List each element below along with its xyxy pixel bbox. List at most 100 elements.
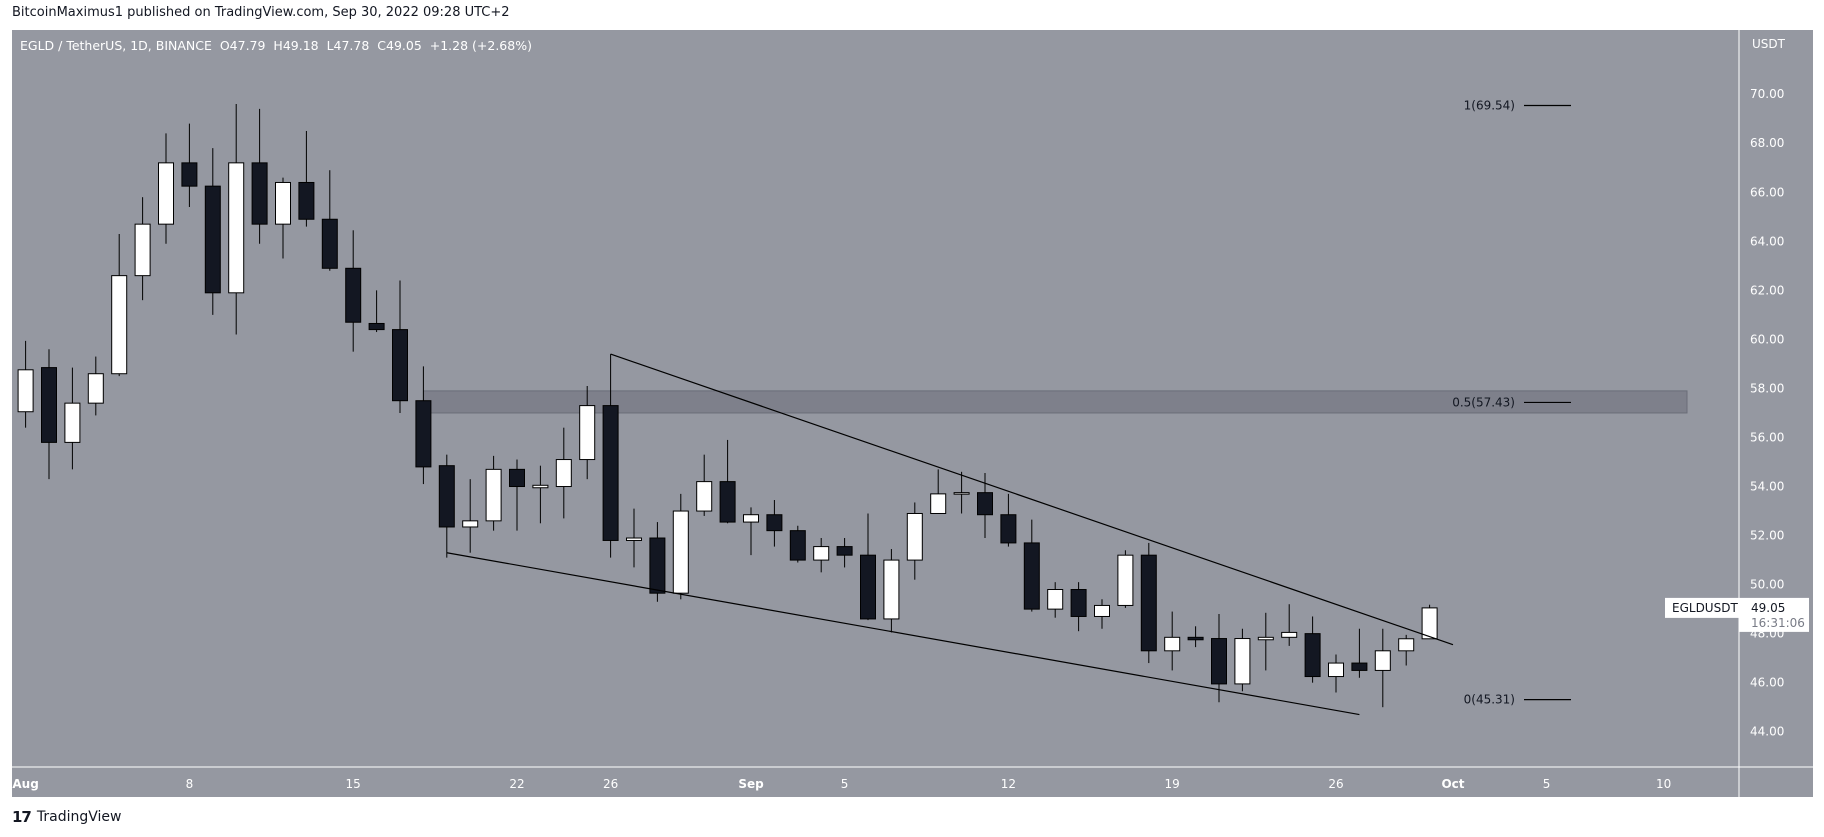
time-tick-label: 15 (346, 777, 361, 791)
tradingview-brand[interactable]: 17 TradingView (12, 808, 121, 826)
candle-up (462, 520, 479, 528)
candle-down (836, 546, 853, 556)
chart-background (12, 30, 1813, 797)
upper-wedge-line[interactable] (610, 353, 1454, 646)
price-tick-label: 66.00 (1750, 185, 1784, 199)
candle-down (1211, 638, 1227, 685)
time-tick-label: 8 (186, 777, 194, 791)
candle-up (1094, 604, 1110, 617)
candle-up (579, 405, 596, 461)
candle-down (789, 530, 806, 561)
candle-up (1328, 662, 1344, 678)
candle-up (1164, 636, 1181, 652)
time-tick-label: 22 (509, 777, 524, 791)
time-tick-label: 12 (1001, 777, 1016, 791)
candle-down (977, 492, 993, 516)
candle-up (1234, 638, 1251, 685)
candle-down (321, 218, 338, 269)
time-tick-label: Sep (738, 777, 764, 791)
candle-down (251, 162, 268, 225)
fib-level-label: 0(45.31) (1464, 693, 1515, 707)
price-tick-label: 44.00 (1750, 725, 1784, 739)
price-tick-label: 56.00 (1750, 430, 1784, 444)
candle-up (953, 492, 970, 495)
candle-down (204, 185, 221, 294)
candle-up (87, 373, 104, 404)
candle-up (1117, 554, 1134, 606)
candle-up (17, 369, 34, 413)
candle-up (906, 512, 923, 561)
price-tick-label: 50.00 (1750, 578, 1784, 592)
candle-up (64, 402, 81, 443)
candle-down (298, 181, 315, 220)
candle-down (41, 367, 57, 443)
last-price-label: 49.05 (1751, 601, 1785, 615)
time-tick-label: Aug (12, 777, 38, 791)
price-tick-label: 70.00 (1750, 87, 1784, 101)
candle-down (602, 405, 619, 541)
price-tick-label: 68.00 (1750, 136, 1784, 150)
symbol-title: EGLD / TetherUS, 1D, BINANCE (20, 38, 212, 53)
candle-down (1000, 514, 1017, 544)
candle-up (813, 546, 830, 561)
time-tick-label: Oct (1441, 777, 1464, 791)
candle-down (1304, 633, 1321, 678)
symbol-label: EGLDUSDT (1672, 601, 1738, 615)
countdown-label: 16:31:06 (1751, 616, 1805, 630)
candle-up (111, 275, 128, 375)
time-tick-label: 26 (1328, 777, 1343, 791)
fib-level-label: 0.5(57.43) (1452, 395, 1515, 409)
candle-down (1070, 589, 1087, 617)
time-tick-label: 19 (1165, 777, 1180, 791)
time-tick-label: 5 (1543, 777, 1551, 791)
tradingview-logo-icon: 17 (12, 808, 32, 826)
candle-up (1398, 638, 1415, 652)
candle-down (1023, 542, 1040, 610)
candle-up (555, 459, 572, 488)
change-value: +1.28 (+2.68%) (429, 38, 532, 53)
low-value: L47.78 (326, 38, 370, 53)
price-tick-label: 52.00 (1750, 529, 1784, 543)
candle-up (883, 559, 900, 620)
candle-down (860, 554, 876, 620)
candle-up (1047, 589, 1064, 610)
candle-down (649, 537, 666, 594)
candle-down (392, 329, 408, 402)
candle-down (1140, 554, 1157, 652)
price-tick-label: 60.00 (1750, 332, 1784, 346)
candle-up (1421, 607, 1438, 640)
candle-up (743, 514, 759, 523)
candle-up (672, 510, 689, 594)
candle-down (1187, 636, 1204, 641)
time-tick-label: 5 (841, 777, 849, 791)
candle-down (1351, 662, 1368, 671)
fib-level-label: 1(69.54) (1464, 98, 1515, 112)
brand-name: TradingView (36, 809, 122, 825)
candle-down (181, 162, 198, 187)
lower-wedge-line[interactable] (446, 552, 1360, 716)
price-tick-label: 64.00 (1750, 234, 1784, 248)
candle-down (368, 322, 385, 331)
candle-up (1281, 631, 1298, 638)
candle-down (438, 465, 455, 528)
price-tick-label: 54.00 (1750, 480, 1784, 494)
publisher-line: BitcoinMaximus1 published on TradingView… (12, 5, 510, 20)
price-axis-unit: USDT (1752, 37, 1786, 51)
candle-up (275, 181, 291, 225)
candle-up (626, 537, 642, 541)
last-price-box (1739, 597, 1809, 632)
ohlc-legend: EGLD / TetherUS, 1D, BINANCE O47.79 H49.… (20, 38, 532, 53)
candle-up (158, 162, 174, 225)
price-tick-label: 46.00 (1750, 676, 1784, 690)
candle-up (532, 484, 549, 489)
candle-up (1374, 650, 1391, 671)
candle-up (485, 468, 502, 522)
price-tick-label: 62.00 (1750, 283, 1784, 297)
price-tick-label: 58.00 (1750, 381, 1784, 395)
high-value: H49.18 (273, 38, 319, 53)
candle-down (719, 481, 736, 523)
candle-down (766, 514, 783, 532)
candle-up (930, 493, 947, 514)
open-value: O47.79 (219, 38, 266, 53)
